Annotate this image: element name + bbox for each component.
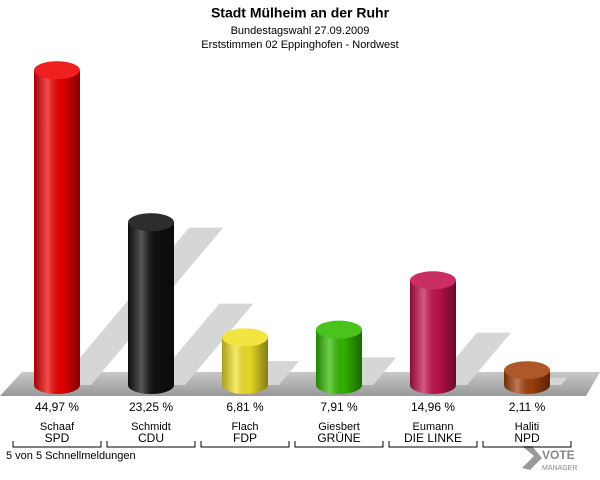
bar-top-shade bbox=[410, 271, 456, 290]
category-bracket bbox=[200, 441, 290, 448]
bar bbox=[504, 361, 550, 394]
bar-body-shade bbox=[316, 329, 362, 385]
category-bracket bbox=[106, 441, 196, 448]
bar-top-shade bbox=[222, 328, 268, 347]
x-tick-label: FDP bbox=[233, 431, 257, 445]
bar-top bbox=[34, 61, 80, 80]
candidate-label: Schmidt bbox=[131, 421, 171, 433]
bar-body-shade bbox=[34, 70, 80, 386]
value-label: 6,81 % bbox=[226, 400, 264, 414]
value-label: 23,25 % bbox=[129, 400, 173, 414]
bar bbox=[316, 320, 362, 394]
category-bracket bbox=[12, 441, 102, 448]
bar-top-shade bbox=[128, 213, 174, 232]
bar-top-shade bbox=[34, 61, 80, 80]
candidate-label: Flach bbox=[232, 421, 259, 433]
chart-subtitle: Bundestagswahl 27.09.2009 bbox=[231, 25, 370, 37]
logo-text: MANAGER bbox=[542, 465, 577, 472]
value-label: 2,11 % bbox=[509, 400, 546, 414]
candidate-label: Eumann bbox=[413, 421, 454, 433]
candidate-label: Haliti bbox=[515, 421, 539, 433]
category-bracket bbox=[482, 441, 572, 448]
chart-subtitle: Erststimmen 02 Eppinghofen - Nordwest bbox=[201, 39, 398, 51]
bar bbox=[34, 61, 80, 394]
bar-body-shade bbox=[410, 280, 456, 385]
bar-top bbox=[128, 213, 174, 232]
x-tick-label: DIE LINKE bbox=[404, 431, 462, 445]
bar-top bbox=[316, 320, 362, 339]
bars bbox=[34, 61, 550, 394]
bar-top bbox=[410, 271, 456, 290]
logo-text: VOTE bbox=[542, 448, 575, 462]
logo: VOTE MANAGER bbox=[522, 446, 577, 472]
bar-top-shade bbox=[316, 320, 362, 339]
x-tick-label: NPD bbox=[514, 431, 540, 445]
bar-top bbox=[504, 361, 550, 380]
value-label: 44,97 % bbox=[35, 400, 79, 414]
x-tick-label: CDU bbox=[138, 431, 164, 445]
bar-top bbox=[222, 328, 268, 347]
bar-top-shade bbox=[504, 361, 550, 380]
bar-shadow bbox=[151, 303, 254, 385]
logo-icon bbox=[522, 446, 542, 470]
bar-body-shade bbox=[128, 222, 174, 385]
value-label: 14,96 % bbox=[411, 400, 455, 414]
chart-title: Stadt Mülheim an der Ruhr bbox=[211, 5, 390, 21]
value-label: 7,91 % bbox=[320, 400, 358, 414]
bar bbox=[128, 213, 174, 394]
candidate-label: Schaaf bbox=[40, 421, 75, 433]
footer: 5 von 5 Schnellmeldungen bbox=[6, 450, 136, 462]
candidate-label: Giesbert bbox=[318, 421, 360, 433]
x-tick-label: SPD bbox=[45, 431, 70, 445]
x-tick-label: GRÜNE bbox=[317, 431, 360, 445]
category-bracket bbox=[388, 441, 478, 448]
bar bbox=[410, 271, 456, 394]
category-bracket bbox=[294, 441, 384, 448]
bar bbox=[222, 328, 268, 394]
